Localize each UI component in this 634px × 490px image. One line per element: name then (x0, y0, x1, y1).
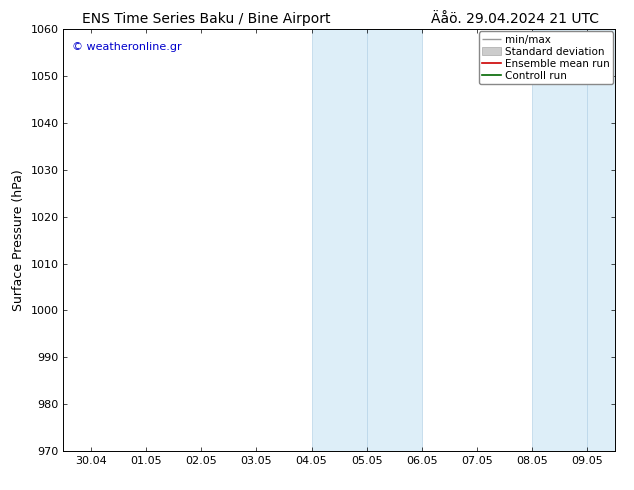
Bar (533, 29, 588, 451)
Bar (312, 29, 367, 451)
Y-axis label: Surface Pressure (hPa): Surface Pressure (hPa) (12, 169, 25, 311)
Text: © weatheronline.gr: © weatheronline.gr (72, 42, 181, 52)
Bar (588, 29, 615, 451)
Text: Äåö. 29.04.2024 21 UTC: Äåö. 29.04.2024 21 UTC (431, 12, 599, 26)
Legend: min/max, Standard deviation, Ensemble mean run, Controll run: min/max, Standard deviation, Ensemble me… (479, 31, 613, 84)
Bar (366, 29, 422, 451)
Text: ENS Time Series Baku / Bine Airport: ENS Time Series Baku / Bine Airport (82, 12, 331, 26)
